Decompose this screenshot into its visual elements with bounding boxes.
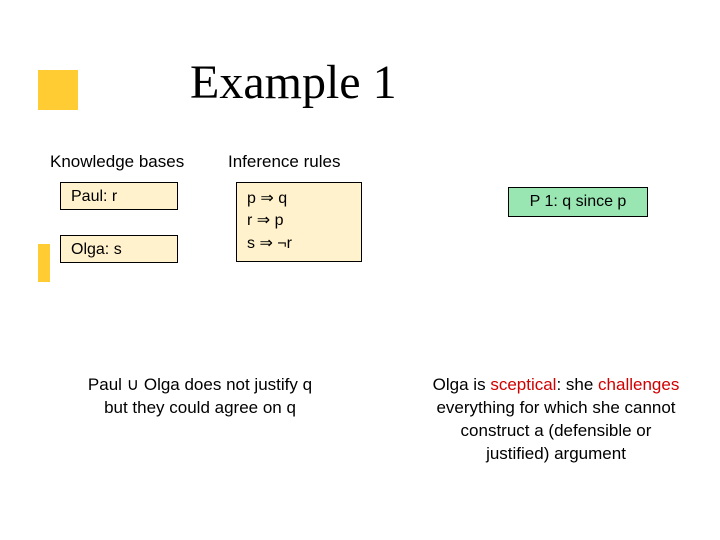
rule-line-1: p ⇒ q — [247, 188, 351, 210]
union-icon: ∪ — [127, 375, 139, 394]
inference-rules-box: p ⇒ q r ⇒ p s ⇒ ¬r — [236, 182, 362, 262]
slide-title: Example 1 — [190, 55, 397, 110]
p1-conclusion-box: P 1: q since p — [508, 187, 648, 217]
title-accent-square — [38, 70, 78, 110]
challenges-emphasis: challenges — [598, 375, 679, 394]
bottom-left-text: Paul ∪ Olga does not justify q but they … — [50, 374, 350, 420]
implies-icon: ⇒ — [257, 212, 270, 229]
inference-rules-header: Inference rules — [228, 152, 340, 172]
bottom-right-text: Olga is sceptical: she challenges everyt… — [406, 374, 706, 466]
paul-kb-box: Paul: r — [60, 182, 178, 210]
rule-line-2: r ⇒ p — [247, 210, 351, 232]
rule-line-3: s ⇒ ¬r — [247, 233, 351, 255]
knowledge-bases-header: Knowledge bases — [50, 152, 184, 172]
sceptical-emphasis: sceptical — [490, 375, 556, 394]
section-accent-bar — [38, 244, 50, 282]
olga-kb-box: Olga: s — [60, 235, 178, 263]
implies-icon: ⇒ — [259, 235, 272, 252]
implies-icon: ⇒ — [260, 190, 273, 207]
